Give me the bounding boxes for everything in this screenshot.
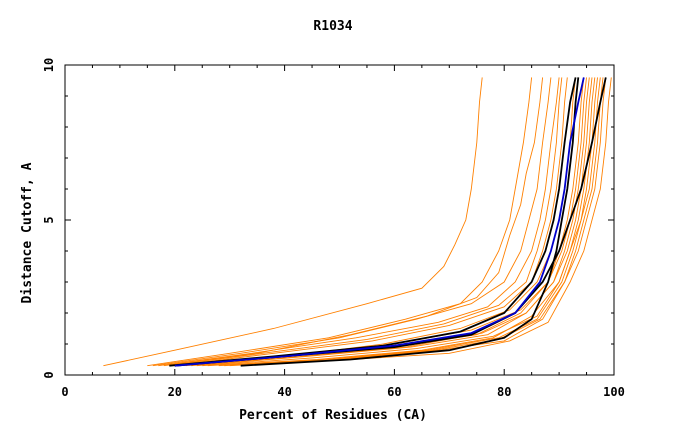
series-line-2-0: [174, 77, 585, 367]
x-tick-label-4: 80: [497, 385, 511, 399]
x-tick-label-1: 20: [168, 385, 182, 399]
y-tick-label-2: 10: [42, 58, 56, 72]
y-axis: 0 5 10: [42, 58, 614, 379]
plot-lines: [103, 77, 612, 367]
x-axis-label: Percent of Residues (CA): [239, 408, 427, 423]
x-axis: 0 20 40 60 80 100: [61, 65, 625, 399]
series-line-0-12: [240, 77, 612, 367]
y-tick-label-1: 5: [42, 216, 56, 223]
series-line-0-15: [169, 77, 563, 367]
x-tick-label-3: 60: [387, 385, 401, 399]
series-line-0-0: [103, 77, 483, 367]
x-tick-label-2: 40: [277, 385, 291, 399]
series-line-0-2: [163, 77, 544, 367]
x-tick-label-5: 100: [603, 385, 625, 399]
series-line-1-2: [174, 77, 607, 367]
plot-frame: [64, 64, 615, 376]
series-line-0-16: [224, 77, 604, 367]
series-line-1-1: [240, 77, 580, 367]
x-tick-label-0: 0: [61, 385, 68, 399]
series-line-0-8: [196, 77, 590, 367]
series-line-0-11: [229, 77, 607, 367]
chart-title: R1034: [313, 19, 352, 34]
series-line-0-6: [185, 77, 577, 367]
series-line-0-3: [152, 77, 552, 367]
series-line-0-1: [147, 77, 533, 367]
y-tick-label-0: 0: [42, 371, 56, 378]
series-line-1-0: [169, 77, 577, 367]
series-line-0-17: [191, 77, 593, 367]
series-line-0-4: [158, 77, 560, 367]
series-line-0-10: [218, 77, 601, 367]
y-axis-label: Distance Cutoff, A: [20, 162, 35, 303]
series-line-0-5: [174, 77, 568, 367]
